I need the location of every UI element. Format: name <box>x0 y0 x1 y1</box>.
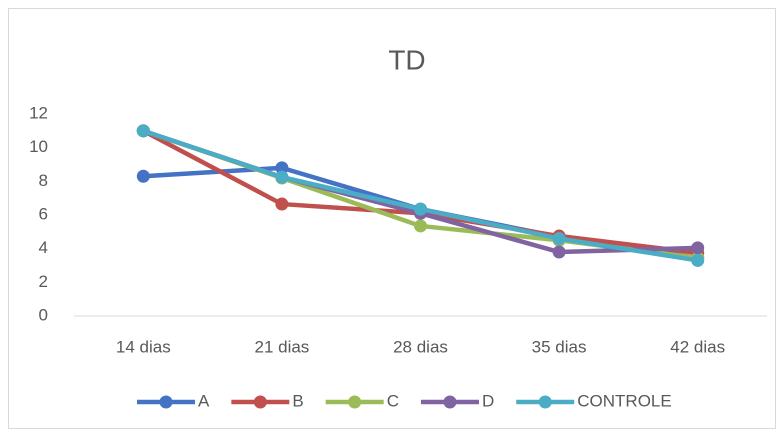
y-tick-label: 4 <box>39 238 48 257</box>
legend-marker <box>348 395 362 409</box>
x-tick-label: 14 dias <box>116 337 171 356</box>
y-tick-label: 6 <box>39 204 48 223</box>
legend-label: D <box>482 391 494 410</box>
data-point <box>414 202 427 216</box>
x-tick-label: 21 dias <box>254 337 309 356</box>
legend-marker <box>253 395 267 409</box>
data-point <box>275 161 289 175</box>
y-tick-label: 8 <box>39 171 48 190</box>
y-tick-label: 10 <box>29 137 48 156</box>
chart-frame <box>8 8 776 429</box>
data-point <box>136 124 150 138</box>
data-point <box>691 241 705 255</box>
data-point <box>691 253 705 267</box>
legend-marker <box>538 395 552 409</box>
chart-title: TD <box>388 44 425 75</box>
data-point <box>136 169 150 183</box>
legend-marker <box>443 395 457 409</box>
data-point <box>275 170 289 184</box>
x-tick-label: 35 dias <box>532 337 587 356</box>
legend-label: C <box>387 391 399 410</box>
y-tick-label: 2 <box>39 272 48 291</box>
legend-label: CONTROLE <box>577 391 671 410</box>
legend-label: B <box>292 391 303 410</box>
data-point <box>275 197 289 211</box>
data-point <box>552 245 566 259</box>
y-tick-label: 0 <box>39 305 48 324</box>
y-tick-label: 12 <box>29 103 48 122</box>
x-tick-label: 42 dias <box>670 337 725 356</box>
data-point <box>414 219 427 233</box>
data-point <box>552 232 566 246</box>
x-tick-label: 28 dias <box>393 337 448 356</box>
legend-label: A <box>198 391 210 410</box>
legend-marker <box>159 395 173 409</box>
